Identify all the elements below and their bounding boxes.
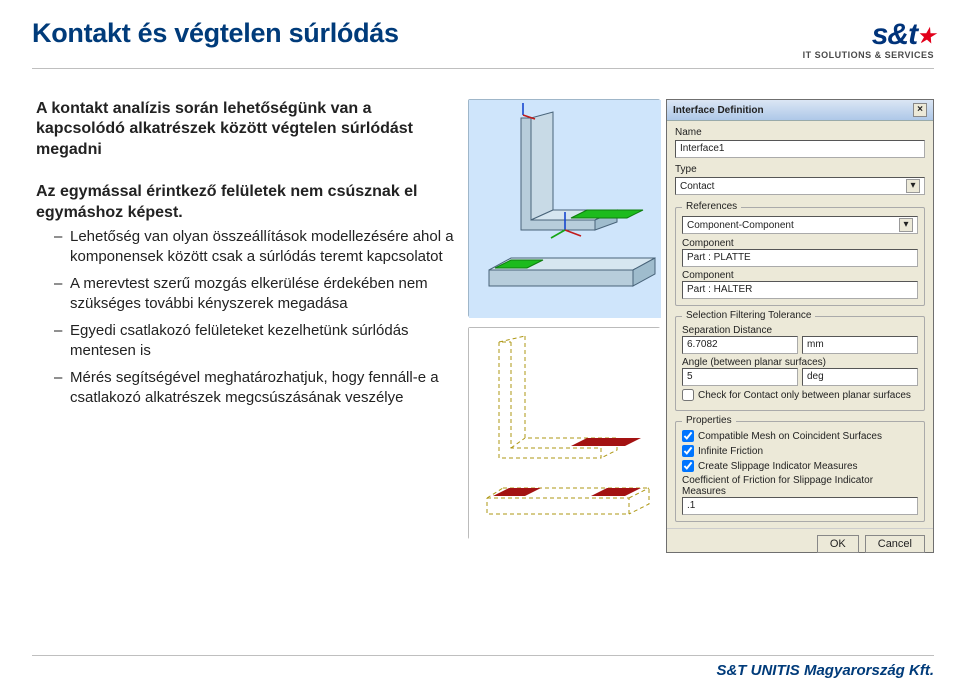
dialog-buttons: OK Cancel (667, 528, 933, 561)
type-value: Contact (680, 181, 714, 192)
page-title: Kontakt és végtelen súrlódás (32, 18, 399, 49)
compatible-mesh-checkbox[interactable]: Compatible Mesh on Coincident Surfaces (682, 430, 918, 442)
coef-input[interactable]: .1 (682, 497, 918, 515)
properties-group-title: Properties (682, 415, 736, 426)
references-select[interactable]: Component-Component ▾ (682, 216, 918, 234)
type-select[interactable]: Contact ▾ (675, 177, 925, 195)
component-label: Component (682, 270, 734, 281)
slippage-indicator-label: Create Slippage Indicator Measures (698, 461, 858, 472)
logo-subtitle: IT SOLUTIONS & SERVICES (803, 50, 934, 60)
planar-only-checkbox[interactable]: Check for Contact only between planar su… (682, 389, 918, 401)
tolerance-group: Selection Filtering Tolerance Separation… (675, 316, 925, 411)
references-group: References Component-Component ▾ Compone… (675, 207, 925, 306)
component2-input[interactable]: Part : HALTER (682, 281, 918, 299)
bullet-item: Mérés segítségével meghatározhatjuk, hog… (54, 368, 456, 407)
figure-column: Interface Definition × Name Interface1 T… (468, 99, 946, 553)
logo-main: s&t★ (803, 18, 934, 52)
dialog-titlebar: Interface Definition × (667, 100, 933, 121)
coef-label: Coefficient of Friction for Slippage Ind… (682, 475, 873, 497)
dialog-title: Interface Definition (673, 105, 764, 116)
interface-definition-dialog: Interface Definition × Name Interface1 T… (666, 99, 934, 553)
planar-only-label: Check for Contact only between planar su… (698, 390, 911, 401)
infinite-friction-label: Infinite Friction (698, 446, 763, 457)
bullet-item: A merevtest szerű mozgás elkerülése érde… (54, 274, 456, 313)
name-label: Name (675, 127, 925, 138)
drawing-view (468, 327, 660, 539)
bullet-list: Lehetőség van olyan összeállítások model… (36, 227, 456, 407)
footer: S&T UNITIS Magyarország Kft. (32, 655, 934, 679)
compatible-mesh-label: Compatible Mesh on Coincident Surfaces (698, 431, 882, 442)
diagram-stack (468, 99, 660, 553)
close-icon[interactable]: × (913, 103, 927, 117)
ok-button[interactable]: OK (817, 535, 859, 553)
chevron-down-icon: ▾ (906, 179, 920, 193)
text-column: A kontakt analízis során lehetőségünk va… (36, 99, 456, 553)
component1-input[interactable]: Part : PLATTE (682, 249, 918, 267)
angle-input[interactable]: 5 (682, 368, 798, 386)
chevron-down-icon: ▾ (899, 218, 913, 232)
references-group-title: References (682, 201, 741, 212)
dialog-body: Name Interface1 Type Contact ▾ Reference… (667, 121, 933, 528)
bullet-item: Lehetőség van olyan összeállítások model… (54, 227, 456, 266)
references-value: Component-Component (687, 220, 794, 231)
type-label: Type (675, 164, 925, 175)
tolerance-group-title: Selection Filtering Tolerance (682, 310, 815, 321)
name-input[interactable]: Interface1 (675, 140, 925, 158)
angle-unit: deg (802, 368, 918, 386)
intro-paragraph: A kontakt analízis során lehetőségünk va… (36, 99, 456, 160)
cancel-button[interactable]: Cancel (865, 535, 925, 553)
logo: s&t★ IT SOLUTIONS & SERVICES (803, 18, 934, 60)
subheading: Az egymással érintkező felületek nem csú… (36, 182, 456, 223)
header: Kontakt és végtelen súrlódás s&t★ IT SOL… (0, 0, 960, 68)
infinite-friction-checkbox[interactable]: Infinite Friction (682, 445, 918, 457)
slippage-indicator-checkbox[interactable]: Create Slippage Indicator Measures (682, 460, 918, 472)
cad-render (468, 99, 660, 317)
separation-input[interactable]: 6.7082 (682, 336, 798, 354)
component-label: Component (682, 238, 734, 249)
content: A kontakt analízis során lehetőségünk va… (0, 69, 960, 553)
separation-unit: mm (802, 336, 918, 354)
angle-label: Angle (between planar surfaces) (682, 357, 826, 368)
separation-label: Separation Distance (682, 325, 772, 336)
properties-group: Properties Compatible Mesh on Coincident… (675, 421, 925, 522)
bullet-item: Egyedi csatlakozó felületeket kezelhetün… (54, 321, 456, 360)
